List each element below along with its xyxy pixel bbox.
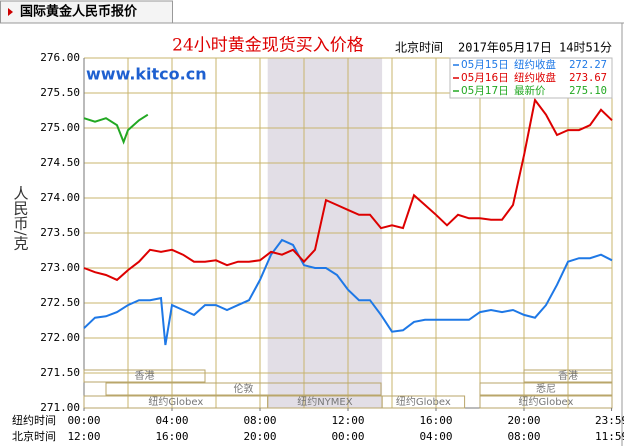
- legend-price: 275.10: [569, 85, 607, 97]
- x-tick-label: 16:00: [419, 414, 452, 427]
- tab[interactable]: [0, 0, 173, 24]
- x-tick-label: 00:00: [67, 414, 100, 427]
- x-tick-label: 12:00: [331, 414, 364, 427]
- session-label: 悉尼: [536, 383, 556, 395]
- x-row-label: 纽约时间: [12, 413, 56, 427]
- x-tick-label: 04:00: [155, 414, 188, 427]
- session-label: 香港: [558, 370, 578, 382]
- legend-note: 最新价: [514, 84, 546, 97]
- y-tick-label: 273.50: [40, 226, 80, 239]
- session-label: 纽约Globex: [396, 395, 451, 408]
- x-tick-label-2: 00:00: [331, 430, 364, 443]
- legend-note: 纽约收盘: [514, 71, 556, 84]
- y-tick-label: 271.00: [40, 401, 80, 414]
- price-line: [83, 97, 613, 282]
- price-line: [83, 113, 149, 145]
- session-label: 香港: [135, 370, 155, 382]
- y-tick-label: 275.50: [40, 86, 80, 99]
- session-label: 伦敦: [234, 382, 254, 395]
- session-bar: [381, 395, 466, 409]
- y-tick-label: 274.00: [40, 191, 80, 204]
- y-tick-label: 274.50: [40, 156, 80, 169]
- tab-arrow: [8, 8, 13, 16]
- x-tick-label-2: 08:00: [507, 430, 540, 443]
- session-bar: [105, 382, 382, 396]
- x-tick-label-2: 04:00: [419, 430, 452, 443]
- x-tick-label-2: 11:59: [595, 430, 624, 443]
- x-tick-label-2: 20:00: [243, 430, 276, 443]
- tab-title[interactable]: 国际黄金人民币报价: [20, 4, 138, 20]
- x-tick-label-2: 12:00: [67, 430, 100, 443]
- legend-box: [449, 57, 613, 99]
- legend-note: 纽约收盘: [514, 58, 556, 71]
- chart-title: 24小时黄金现货买入价格: [172, 36, 364, 56]
- y-tick-label: 275.00: [40, 121, 80, 134]
- watermark: www.kitco.cn: [86, 65, 207, 84]
- legend-name: 05月17日: [461, 85, 509, 97]
- y-tick-label: 272.00: [40, 331, 80, 344]
- legend-price: 272.27: [569, 59, 607, 71]
- session-bar: [479, 382, 613, 396]
- price-line: [83, 238, 613, 346]
- y-tick-label: 272.50: [40, 296, 80, 309]
- session-bar: [83, 369, 206, 383]
- x-tick-label: 20:00: [507, 414, 540, 427]
- y-axis-title: 人民币/克: [12, 185, 30, 251]
- x-tick-label: 23:59: [595, 414, 624, 427]
- legend-price: 273.67: [569, 72, 607, 84]
- time-label: 北京时间: [395, 41, 443, 55]
- legend-name: 05月15日: [461, 59, 509, 71]
- session-bar: [479, 395, 613, 409]
- timestamp: 2017年05月17日 14时51分: [458, 41, 612, 55]
- y-tick-label: 273.00: [40, 261, 80, 274]
- y-tick-label: 271.50: [40, 366, 80, 379]
- session-label: 纽约NYMEX: [297, 395, 353, 408]
- x-tick-label: 08:00: [243, 414, 276, 427]
- session-label: 纽约Globex: [519, 395, 574, 408]
- x-row-label: 北京时间: [12, 429, 56, 443]
- session-bar: [523, 369, 613, 383]
- legend-name: 05月16日: [461, 72, 509, 84]
- y-tick-label: 276.00: [40, 51, 80, 64]
- session-label: 纽约Globex: [148, 395, 203, 408]
- x-tick-label-2: 16:00: [155, 430, 188, 443]
